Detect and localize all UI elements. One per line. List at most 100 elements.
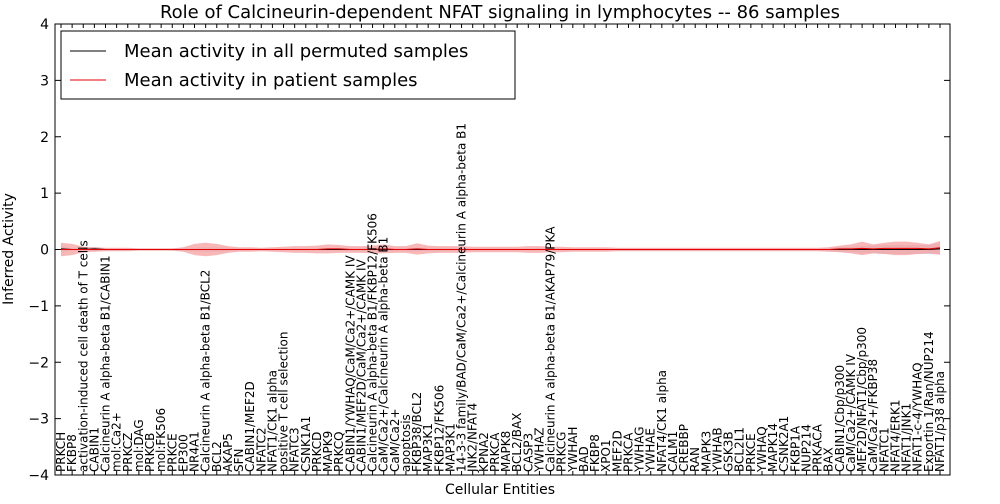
x-tick-label: CaM/Ca2+/CAMK IV (844, 353, 858, 472)
x-tick-label: PRKCZ (121, 433, 135, 472)
legend-items: Mean activity in all permuted samples Mea… (70, 41, 468, 91)
x-tick-label: Calcineurin A alpha-beta B1/BCL2 (199, 270, 213, 472)
x-tick-label: FKBP8 (65, 434, 79, 472)
x-axis-label: Cellular Entities (445, 482, 555, 498)
x-tick-label: FKBP38/BCL2 (410, 392, 424, 472)
x-tick-label: PRKCA (488, 432, 502, 472)
x-tick-label: NFAT1/JNK1 (900, 403, 914, 472)
y-tick-label: −1 (28, 299, 49, 315)
x-tick-label: FKBP12/FK506 (432, 385, 446, 472)
y-tick-label: 1 (40, 186, 49, 202)
x-tick-label: MAP3K1 (421, 423, 435, 472)
x-tick-label: CASP3 (521, 433, 535, 472)
x-tick-label: Calcineurin A alpha-beta B1/CABIN1 (99, 255, 113, 472)
y-tick-label: −4 (28, 468, 49, 484)
x-tick-label: RAN (688, 447, 702, 472)
x-tick-label: PRKCE (165, 433, 179, 472)
x-tick-label: Exportin 1/Ran/NUP214 (922, 331, 936, 472)
x-tick-label: NUP214 (800, 424, 814, 472)
x-tick-label: NFAT4/CK1 alpha (655, 370, 669, 472)
x-tick-label: NR4A1 (188, 431, 202, 472)
x-tick-label: apoptosis (399, 414, 413, 472)
x-tick-label: BCL2/BAX (510, 413, 524, 472)
x-tick-label: PRKCA (622, 432, 636, 472)
x-tick-label: GSK3B (722, 431, 736, 472)
x-tick-label: CALM1 (666, 431, 680, 472)
x-tick-label: MAPK9 (321, 431, 335, 472)
y-axis-label: Inferred Activity (1, 193, 17, 305)
x-tick-label: CABIN1/MEF2D/CaM/Ca2+/CAMK IV (354, 258, 368, 472)
y-tick-label: 2 (40, 130, 49, 146)
x-tick-label: CREBBP (677, 424, 691, 472)
x-tick-label: CSNK2A1 (777, 416, 791, 472)
x-tick-label: MAPK14 (766, 423, 780, 472)
x-tick-label: PRKCE (744, 433, 758, 472)
x-tick-label: PRKCH (54, 432, 68, 472)
x-tick-label: YWHAE (644, 428, 658, 473)
bands-layer (61, 241, 940, 257)
legend: Mean activity in all permuted samples Mea… (60, 30, 516, 100)
x-tick-label: BCL2 (210, 441, 224, 472)
x-tick-label: JNK2/NFAT4 (466, 403, 480, 473)
x-tick-label: CABIN1/YWHAQ/CaM/Ca2+/CAMK IV (343, 255, 357, 472)
x-tick-label: PRKCG (555, 432, 569, 472)
x-tick-label: CaM/Ca2+/Calcineurin A alpha-beta B1 (377, 237, 391, 472)
x-tick-label: CABIN1 (87, 427, 101, 472)
x-tick-label: CABIN1/MEF2D (243, 381, 257, 472)
x-tick-label: positive T cell selection (277, 332, 291, 472)
x-tick-label: MAPK8 (499, 431, 513, 472)
x-tick-label: YWHAQ (755, 426, 769, 473)
x-tick-label: PRKCQ (332, 431, 346, 472)
series-band-1 (61, 241, 940, 257)
x-tick-label: SFN (232, 449, 246, 473)
x-tick-label: 14-3-3 family/BAD/CaM/Ca2+/Calcineurin A… (455, 123, 469, 472)
x-tick-label: NFAT1/CK1 alpha (265, 370, 279, 472)
x-tick-label: MEF2D (610, 430, 624, 472)
x-tick-label: CABIN1/Cbp/p300 (833, 365, 847, 472)
x-tick-label: Calcineurin A alpha-beta B1/FKBP12/FK506 (366, 213, 380, 472)
y-tick-label: 0 (40, 243, 49, 259)
x-tick-label: NFAT1-c-4/YWHAQ (911, 362, 925, 472)
x-tick-label: BCL2L1 (733, 427, 747, 472)
x-tick-label: YWHAB (711, 427, 725, 473)
x-tick-label: NFAT1/p38 alpha (933, 371, 947, 472)
x-tick-label: MAP3K1 (443, 423, 457, 472)
y-tick-label: 3 (40, 73, 49, 89)
lines-layer (60, 247, 941, 250)
x-tick-label: FKBP8 (588, 434, 602, 472)
series-line-1 (61, 247, 941, 250)
y-tick-label: −3 (28, 412, 49, 428)
x-tick-label: NFATC3 (288, 427, 302, 472)
x-tick-label: activation-induced cell death of T cells (76, 240, 90, 472)
x-tick-label: YWHAG (633, 426, 647, 473)
plot-frame (54, 23, 951, 476)
y-tick-label: 4 (40, 17, 49, 33)
x-tick-label: MAPK3 (699, 431, 713, 472)
legend-box (60, 30, 516, 100)
x-tick-label: MEF2D/NFAT1/Cbp/p300 (855, 327, 869, 472)
x-tick-label: EP300 (176, 434, 190, 472)
legend-label: Mean activity in all permuted samples (124, 41, 468, 62)
x-tick-label: NFATC2 (254, 427, 268, 472)
x-tick-label: BAX (822, 447, 836, 472)
x-tick-label: YWHAH (566, 427, 580, 473)
x-tick-label: XPO1 (599, 439, 613, 472)
x-tick-label: mol:Ca2+ (110, 412, 124, 472)
x-tick-label: KPNA2 (477, 432, 491, 472)
x-tick-label: Calcineurin A alpha-beta B1/AKAP79/PKA (544, 226, 558, 472)
x-tick-label: PRKACA (811, 423, 825, 472)
x-tick-label: mol:DAG (132, 419, 146, 472)
ticks-layer: −4 −3 −2 −1 0 1 2 3 4 (28, 17, 950, 484)
x-tick-label: NFAT4/ERK1 (889, 400, 903, 473)
legend-label: Mean activity in patient samples (124, 70, 418, 91)
x-tick-label: CaM/Ca2+ (388, 408, 402, 472)
x-tick-label: mol:FK506 (154, 408, 168, 472)
x-tick-label: NFATC1 (877, 427, 891, 472)
x-tick-label: PRKCB (143, 433, 157, 472)
x-tick-label: AKAP5 (221, 433, 235, 472)
x-tick-label: PRKCD (310, 432, 324, 472)
x-tick-label: BAD (577, 446, 591, 472)
chart-title: Role of Calcineurin-dependent NFAT signa… (160, 2, 840, 23)
